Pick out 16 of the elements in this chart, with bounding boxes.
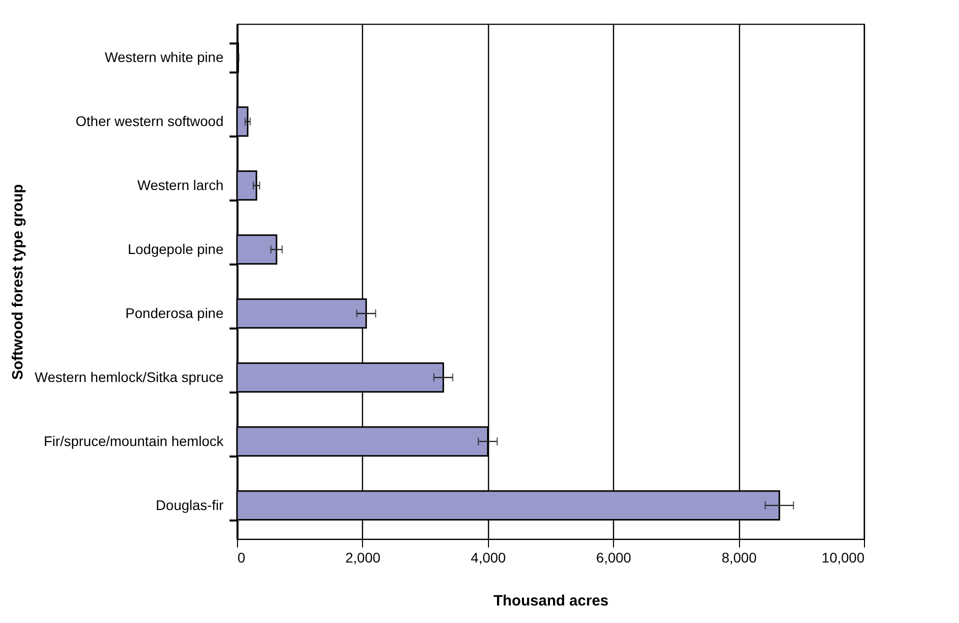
- x-tick-label: 6,000: [596, 550, 632, 566]
- y-tick-label: Fir/spruce/mountain hemlock: [44, 432, 224, 449]
- y-tick-label: Douglas-fir: [156, 496, 224, 513]
- x-tick-label: 4,000: [470, 550, 506, 566]
- y-tick-label: Western white pine: [104, 49, 224, 66]
- x-tick-label: 8,000: [722, 550, 757, 566]
- x-tick-label: 10,000: [822, 550, 865, 566]
- x-axis-title: Thousand acres: [493, 592, 609, 610]
- y-tick-label: Western hemlock/Sitka spruce: [34, 368, 224, 385]
- x-tick-label: 2,000: [345, 550, 381, 566]
- y-axis-title: Softwood forest type group: [10, 184, 26, 380]
- y-tick-label: Other western softwood: [76, 113, 224, 130]
- x-tick-label: 0: [238, 550, 246, 566]
- y-tick-label: Western larch: [137, 177, 224, 194]
- y-tick-label: Ponderosa pine: [125, 304, 224, 321]
- y-tick-label: Lodgepole pine: [128, 241, 224, 258]
